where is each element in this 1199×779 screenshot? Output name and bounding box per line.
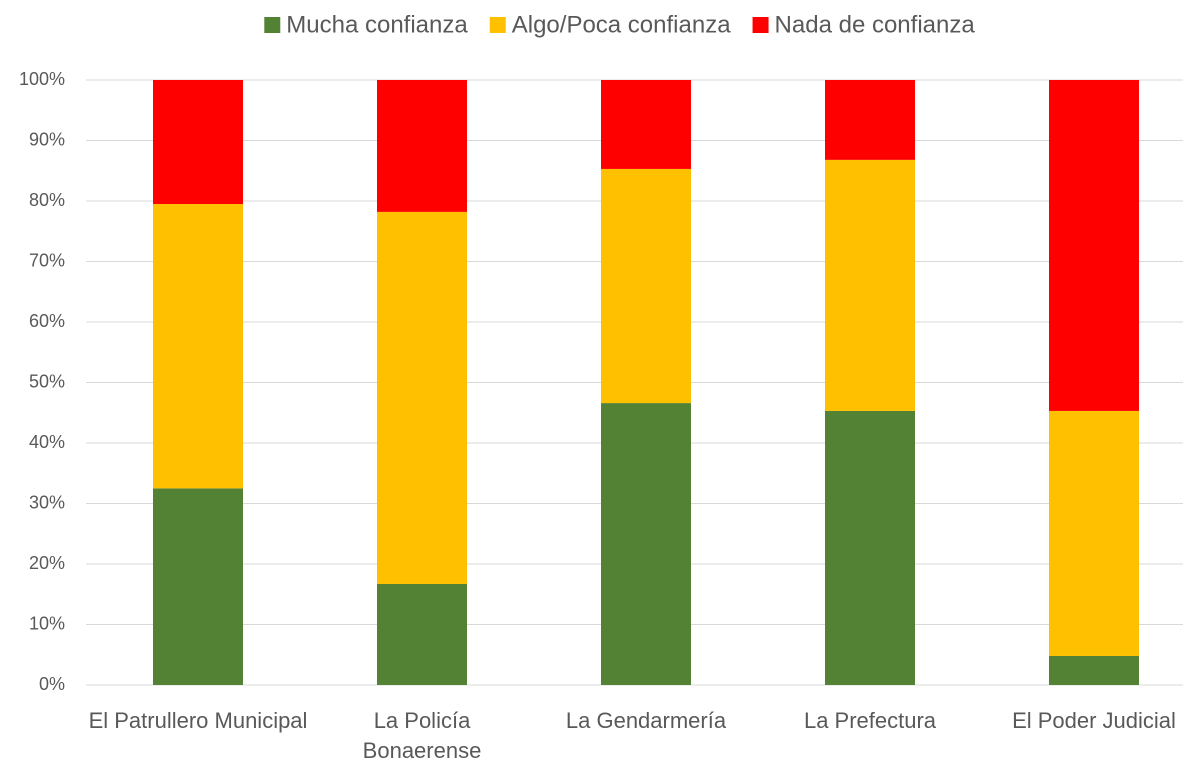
- bar-segment: [1049, 655, 1139, 685]
- bar-segment: [153, 488, 243, 685]
- legend-label: Mucha confianza: [286, 11, 468, 38]
- y-tick-label: 60%: [29, 311, 65, 331]
- bar-segment: [825, 80, 915, 160]
- y-tick-label: 50%: [29, 371, 65, 391]
- y-tick-label: 70%: [29, 250, 65, 270]
- legend-label: Nada de confianza: [775, 11, 976, 38]
- x-tick-label: El Patrullero Municipal: [88, 708, 308, 733]
- legend-swatch: [264, 17, 281, 33]
- y-tick-label: 30%: [29, 492, 65, 512]
- bar-segment: [1049, 410, 1139, 656]
- legend-swatch: [752, 17, 769, 33]
- y-tick-label: 10%: [29, 613, 65, 633]
- x-tick-label: La Gendarmería: [565, 708, 727, 733]
- bar-segment: [377, 80, 467, 212]
- bar-segment: [601, 80, 691, 169]
- x-tick-label: La Policía Bonaerense: [362, 708, 482, 763]
- bar-segment: [153, 204, 243, 489]
- bar-segment: [377, 211, 467, 584]
- bar-segment: [153, 80, 243, 205]
- bar-segment: [825, 159, 915, 411]
- bar-segment: [377, 583, 467, 685]
- bar-segment: [825, 410, 915, 685]
- bar-segment: [601, 168, 691, 404]
- legend-swatch: [489, 17, 506, 33]
- y-tick-label: 20%: [29, 553, 65, 573]
- legend-label: Algo/Poca confianza: [512, 11, 731, 38]
- y-tick-label: 40%: [29, 432, 65, 452]
- bar-segment: [1049, 80, 1139, 411]
- y-tick-label: 100%: [19, 69, 65, 89]
- y-tick-label: 90%: [29, 129, 65, 149]
- x-tick-label: El Poder Judicial: [1012, 708, 1176, 733]
- y-tick-label: 80%: [29, 190, 65, 210]
- x-tick-label: La Prefectura: [803, 708, 937, 733]
- y-tick-label: 0%: [39, 674, 65, 694]
- bar-segment: [601, 403, 691, 685]
